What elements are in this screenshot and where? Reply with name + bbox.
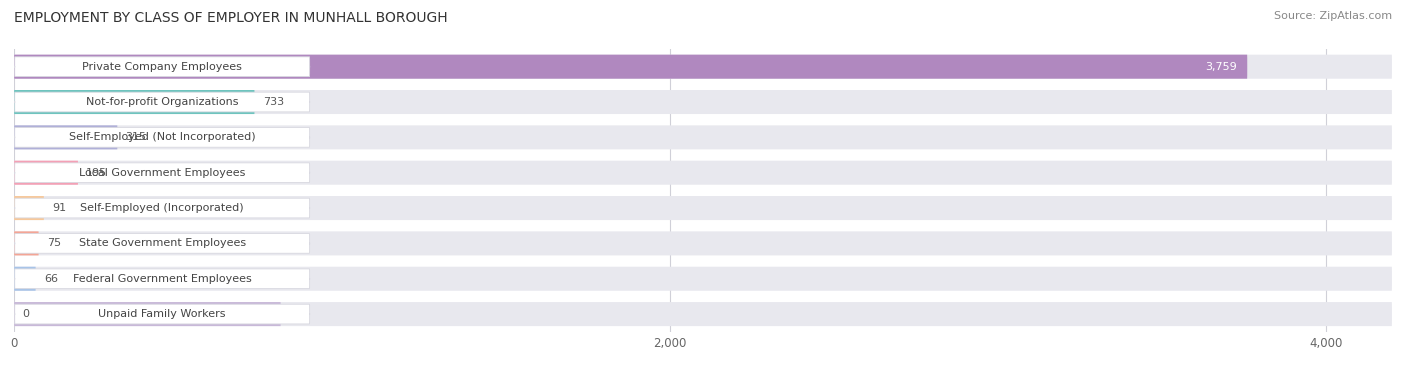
FancyBboxPatch shape (14, 198, 309, 218)
Text: 733: 733 (263, 97, 284, 107)
Text: 3,759: 3,759 (1206, 62, 1237, 72)
Text: 66: 66 (44, 274, 58, 284)
Text: EMPLOYMENT BY CLASS OF EMPLOYER IN MUNHALL BOROUGH: EMPLOYMENT BY CLASS OF EMPLOYER IN MUNHA… (14, 11, 447, 25)
FancyBboxPatch shape (14, 55, 1392, 79)
FancyBboxPatch shape (14, 231, 1392, 256)
FancyBboxPatch shape (14, 161, 79, 185)
Text: 315: 315 (125, 132, 146, 143)
Text: Private Company Employees: Private Company Employees (82, 62, 242, 72)
FancyBboxPatch shape (14, 90, 254, 114)
FancyBboxPatch shape (14, 231, 39, 256)
FancyBboxPatch shape (14, 163, 309, 182)
FancyBboxPatch shape (14, 233, 309, 253)
FancyBboxPatch shape (14, 127, 309, 147)
Text: 75: 75 (46, 238, 60, 248)
Text: Local Government Employees: Local Government Employees (79, 168, 246, 178)
Text: Unpaid Family Workers: Unpaid Family Workers (98, 309, 226, 319)
FancyBboxPatch shape (14, 267, 1392, 291)
FancyBboxPatch shape (14, 196, 44, 220)
Text: 91: 91 (52, 203, 66, 213)
FancyBboxPatch shape (14, 267, 35, 291)
Text: Self-Employed (Incorporated): Self-Employed (Incorporated) (80, 203, 245, 213)
Text: Not-for-profit Organizations: Not-for-profit Organizations (86, 97, 239, 107)
FancyBboxPatch shape (14, 57, 309, 77)
Text: 0: 0 (22, 309, 30, 319)
FancyBboxPatch shape (14, 196, 1392, 220)
Text: 195: 195 (86, 168, 107, 178)
Text: Source: ZipAtlas.com: Source: ZipAtlas.com (1274, 11, 1392, 21)
FancyBboxPatch shape (14, 126, 118, 149)
FancyBboxPatch shape (14, 92, 309, 112)
Text: State Government Employees: State Government Employees (79, 238, 246, 248)
FancyBboxPatch shape (14, 302, 281, 326)
Text: Federal Government Employees: Federal Government Employees (73, 274, 252, 284)
FancyBboxPatch shape (14, 90, 1392, 114)
Text: Self-Employed (Not Incorporated): Self-Employed (Not Incorporated) (69, 132, 256, 143)
FancyBboxPatch shape (14, 269, 309, 289)
FancyBboxPatch shape (14, 302, 1392, 326)
FancyBboxPatch shape (14, 304, 309, 324)
FancyBboxPatch shape (14, 126, 1392, 149)
FancyBboxPatch shape (14, 161, 1392, 185)
FancyBboxPatch shape (14, 55, 1247, 79)
